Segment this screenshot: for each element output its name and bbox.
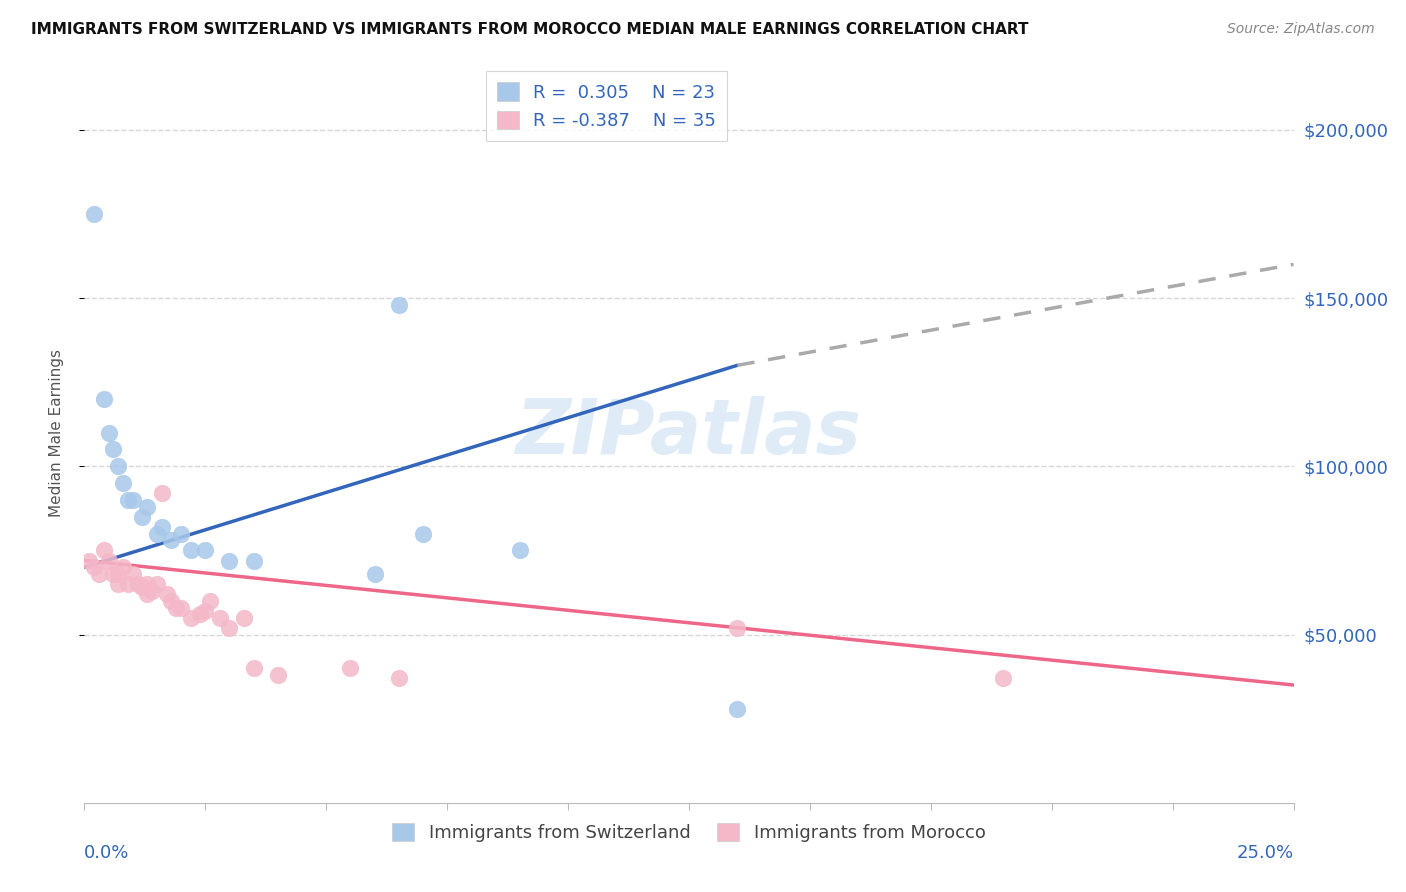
Point bbox=[388, 298, 411, 312]
Point bbox=[107, 577, 129, 591]
Point bbox=[121, 566, 143, 581]
Point bbox=[267, 668, 290, 682]
Point bbox=[93, 543, 115, 558]
Point bbox=[97, 425, 120, 440]
Point bbox=[121, 492, 143, 507]
Point bbox=[190, 607, 212, 622]
Point bbox=[233, 610, 256, 624]
Point bbox=[131, 581, 153, 595]
Point bbox=[180, 610, 202, 624]
Point bbox=[141, 583, 163, 598]
Text: 25.0%: 25.0% bbox=[1236, 844, 1294, 862]
Point bbox=[117, 577, 139, 591]
Point bbox=[725, 621, 748, 635]
Text: ZIPatlas: ZIPatlas bbox=[516, 396, 862, 469]
Point bbox=[97, 553, 120, 567]
Point bbox=[103, 442, 125, 457]
Point bbox=[93, 392, 115, 406]
Point bbox=[112, 476, 135, 491]
Point bbox=[112, 560, 135, 574]
Point bbox=[83, 207, 105, 221]
Point bbox=[131, 509, 153, 524]
Point bbox=[198, 594, 221, 608]
Point bbox=[180, 543, 202, 558]
Point bbox=[218, 621, 240, 635]
Point bbox=[218, 553, 240, 567]
Point bbox=[170, 600, 193, 615]
Point bbox=[136, 500, 159, 514]
Point bbox=[146, 577, 169, 591]
Point bbox=[87, 566, 110, 581]
Point bbox=[170, 526, 193, 541]
Point bbox=[509, 543, 531, 558]
Point bbox=[339, 661, 361, 675]
Legend: Immigrants from Switzerland, Immigrants from Morocco: Immigrants from Switzerland, Immigrants … bbox=[385, 815, 993, 849]
Point bbox=[208, 610, 231, 624]
Y-axis label: Median Male Earnings: Median Male Earnings bbox=[49, 349, 63, 516]
Point bbox=[242, 661, 264, 675]
Point bbox=[83, 560, 105, 574]
Point bbox=[150, 486, 173, 500]
Point bbox=[107, 566, 129, 581]
Point bbox=[77, 553, 100, 567]
Point bbox=[117, 492, 139, 507]
Point bbox=[127, 577, 149, 591]
Point bbox=[165, 600, 187, 615]
Point bbox=[150, 520, 173, 534]
Point bbox=[725, 701, 748, 715]
Text: 0.0%: 0.0% bbox=[84, 844, 129, 862]
Point bbox=[160, 533, 183, 548]
Point bbox=[194, 543, 217, 558]
Point bbox=[363, 566, 385, 581]
Point bbox=[388, 671, 411, 685]
Point bbox=[103, 566, 125, 581]
Point bbox=[146, 526, 169, 541]
Point bbox=[194, 604, 217, 618]
Point bbox=[136, 587, 159, 601]
Point bbox=[155, 587, 177, 601]
Text: Source: ZipAtlas.com: Source: ZipAtlas.com bbox=[1227, 22, 1375, 37]
Point bbox=[242, 553, 264, 567]
Point bbox=[160, 594, 183, 608]
Point bbox=[993, 671, 1015, 685]
Text: IMMIGRANTS FROM SWITZERLAND VS IMMIGRANTS FROM MOROCCO MEDIAN MALE EARNINGS CORR: IMMIGRANTS FROM SWITZERLAND VS IMMIGRANT… bbox=[31, 22, 1028, 37]
Point bbox=[107, 459, 129, 474]
Point bbox=[136, 577, 159, 591]
Point bbox=[412, 526, 434, 541]
